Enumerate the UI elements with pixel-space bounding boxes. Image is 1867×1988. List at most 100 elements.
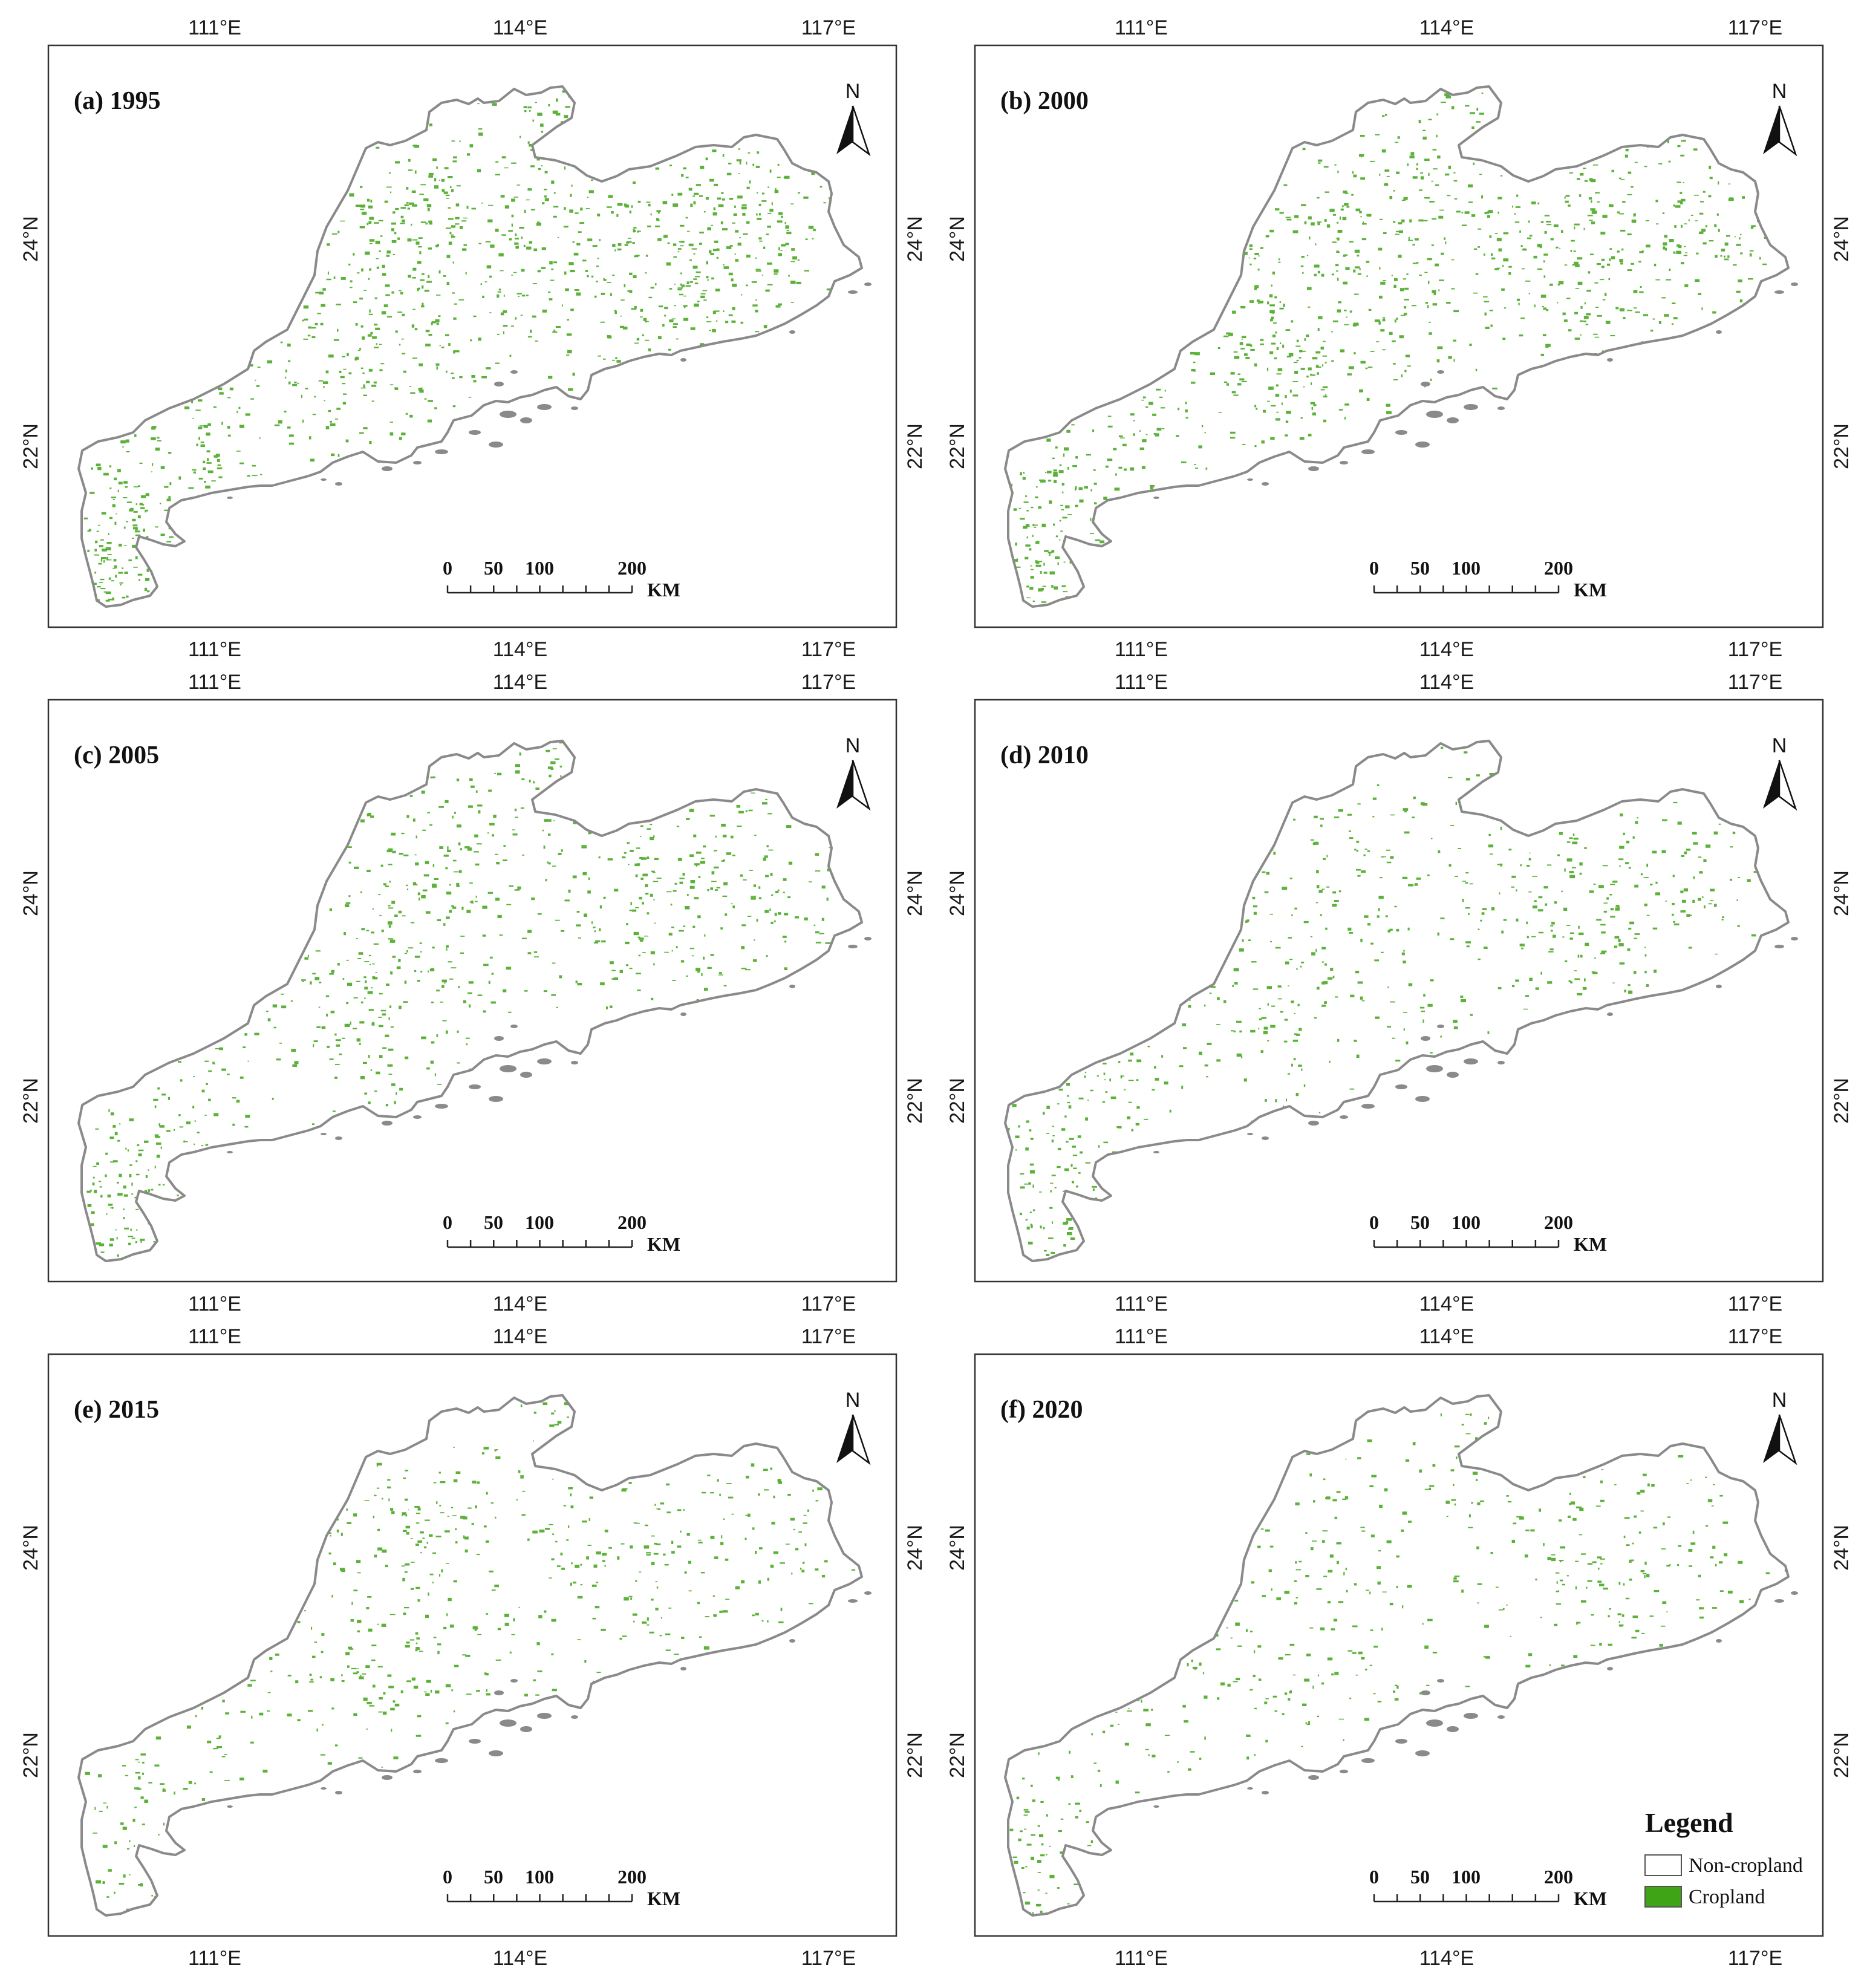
cropland-patches [85,1402,856,1912]
island [1791,1591,1798,1595]
island [1153,497,1159,499]
latitude-tick-left: 22°N [19,423,42,469]
island [1607,1667,1613,1670]
island [1426,1719,1443,1727]
scale-bar-label: 100 [525,557,554,579]
north-arrow-icon: N [1763,1389,1797,1465]
island [1497,406,1505,410]
scale-bar-unit: KM [1574,1233,1607,1255]
latitude-tick-right: 24°N [1830,870,1853,916]
longitude-tick-bottom: 111°E [1115,1292,1168,1315]
north-arrow-left [1763,1415,1779,1463]
island [1247,1787,1253,1790]
island [571,1061,578,1064]
latitude-tick-left: 22°N [19,1078,42,1124]
longitude-tick-bottom: 114°E [493,1947,547,1970]
island [489,1750,503,1756]
legend-title: Legend [1645,1807,1733,1838]
island [1497,1715,1505,1719]
island [382,1121,393,1126]
island [680,1012,686,1016]
longitude-tick-bottom: 111°E [188,1292,241,1315]
island [321,1787,327,1790]
scale-bar-label: 200 [617,1866,647,1888]
island [1415,442,1430,448]
scale-bar-label: 50 [1410,1866,1430,1888]
longitude-tick-top: 117°E [801,671,856,694]
island [1340,1115,1348,1119]
island [1447,1072,1459,1078]
longitude-tick-bottom: 111°E [188,1947,241,1970]
island [469,430,481,435]
longitude-tick-bottom: 117°E [801,638,856,661]
island [1774,945,1784,948]
north-label: N [846,1389,861,1412]
island [1437,1679,1444,1683]
north-label: N [846,80,861,103]
island [1308,1775,1319,1780]
island [848,1599,858,1603]
scale-bar-label: 200 [1544,1211,1573,1233]
island [435,1104,448,1109]
province-fill [79,86,862,607]
island [1361,1104,1375,1109]
latitude-tick-right: 24°N [904,870,927,916]
island [571,406,578,410]
island [1426,1065,1443,1072]
island [1308,1121,1319,1126]
latitude-tick-right: 24°N [904,216,927,262]
island [1774,1599,1784,1603]
island [1415,1096,1430,1102]
island [335,1136,342,1140]
north-arrow-icon: N [836,1389,871,1465]
island [864,282,872,286]
island [1415,1750,1430,1756]
scale-bar-label: 0 [1369,1211,1379,1233]
longitude-tick-top: 111°E [188,671,241,694]
scale-bar-label: 100 [1452,1866,1481,1888]
panel-title: (b) 2000 [1000,87,1089,115]
island [500,411,516,418]
longitude-tick-bottom: 117°E [1728,638,1782,661]
island [537,404,552,410]
island [321,1133,327,1135]
island [1262,482,1269,486]
island [789,985,795,988]
island [520,1072,532,1078]
latitude-tick-right: 22°N [904,423,927,469]
island [789,330,795,334]
scale-bar-label: 50 [484,1866,503,1888]
latitude-tick-left: 24°N [19,216,42,262]
island [1774,290,1784,294]
island [537,1713,552,1719]
province-boundary [77,740,863,1262]
cropland-layer [85,1402,856,1912]
scale-bar-label: 50 [484,557,503,579]
scale-bar-label: 100 [525,1211,554,1233]
latitude-tick-left: 22°N [946,1078,969,1124]
island [494,382,504,386]
island [1791,282,1798,286]
latitude-tick-right: 24°N [1830,216,1853,262]
island [680,1667,686,1670]
longitude-tick-top: 111°E [188,16,241,39]
island [1395,430,1407,435]
latitude-tick-right: 22°N [904,1732,927,1778]
north-arrow-left [836,106,853,154]
island [1262,1136,1269,1140]
longitude-tick-top: 117°E [1728,671,1782,694]
island [1247,1133,1253,1135]
island [1421,1690,1430,1695]
latitude-tick-left: 22°N [19,1732,42,1778]
scale-bar-label: 50 [1410,557,1430,579]
island [1395,1739,1407,1744]
island [1361,1758,1375,1763]
island [1421,382,1430,386]
